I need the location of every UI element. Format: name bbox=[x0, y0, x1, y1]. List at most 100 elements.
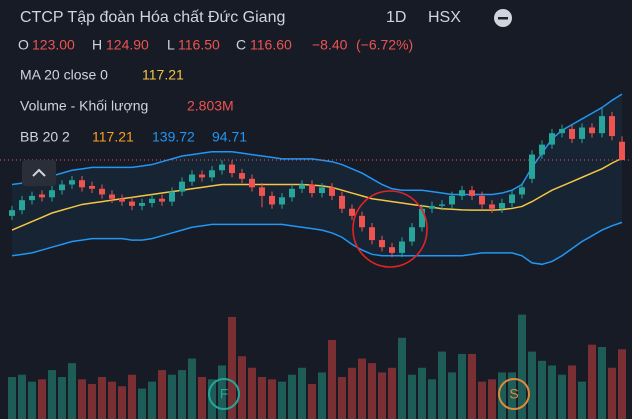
candle-body bbox=[249, 178, 255, 188]
volume-bar bbox=[558, 374, 566, 419]
legend-value: 124.90 bbox=[106, 37, 149, 53]
legend-label: C bbox=[236, 37, 246, 53]
candle-body bbox=[29, 195, 35, 201]
indicator-label: Volume - Khối lượng bbox=[20, 98, 148, 114]
collapse-button[interactable] bbox=[494, 9, 512, 27]
volume-bar bbox=[168, 374, 176, 419]
button-icon[interactable] bbox=[498, 17, 508, 20]
candle-body bbox=[489, 204, 495, 209]
volume-bar bbox=[218, 365, 226, 419]
event-marker: F bbox=[208, 378, 240, 410]
indicator-label: BB 20 2 bbox=[20, 129, 70, 145]
candle-body bbox=[139, 203, 145, 206]
candle-body bbox=[199, 174, 205, 178]
candle-body bbox=[39, 194, 45, 198]
volume-bar bbox=[198, 377, 206, 419]
scroll-button[interactable] bbox=[22, 160, 56, 186]
candle-body bbox=[349, 208, 355, 216]
candle-body bbox=[299, 184, 305, 189]
candle-body bbox=[429, 205, 435, 209]
button-icon[interactable] bbox=[32, 168, 46, 177]
marker-label: F bbox=[220, 386, 229, 402]
volume-bar bbox=[268, 379, 276, 419]
candle-body bbox=[209, 170, 215, 178]
volume-bar bbox=[8, 377, 16, 419]
volume-bar bbox=[18, 374, 26, 419]
volume-bar bbox=[428, 379, 436, 419]
volume-bar bbox=[338, 377, 346, 419]
volume-bar bbox=[228, 316, 236, 419]
legend-label: H bbox=[92, 37, 102, 53]
candle-body bbox=[469, 190, 475, 196]
candle-body bbox=[99, 188, 105, 195]
legend-label: O bbox=[18, 37, 29, 53]
candle-body bbox=[219, 164, 225, 171]
band-fill bbox=[12, 94, 622, 265]
candle-body bbox=[189, 174, 195, 182]
candle-body bbox=[169, 191, 175, 202]
marker-ring bbox=[208, 378, 240, 410]
candle-body bbox=[509, 194, 515, 204]
volume-bar bbox=[158, 370, 166, 419]
candle-body bbox=[269, 195, 275, 205]
candle-body bbox=[379, 240, 385, 248]
volume-bar bbox=[488, 379, 496, 419]
plot-area bbox=[0, 93, 632, 419]
marker-ring bbox=[498, 378, 530, 410]
volume-bar bbox=[188, 358, 196, 419]
candle-body bbox=[239, 173, 245, 179]
candle-body bbox=[419, 208, 425, 228]
candle-body bbox=[129, 201, 135, 206]
volume-bar bbox=[478, 381, 486, 419]
candle-body bbox=[179, 181, 185, 192]
candle-body bbox=[359, 215, 365, 228]
annotation-circle bbox=[352, 190, 428, 268]
indicator-value: 2.803M bbox=[187, 98, 234, 114]
volume-bar bbox=[418, 367, 426, 419]
candle-body bbox=[69, 180, 75, 185]
candle-body bbox=[309, 184, 315, 194]
candle-body bbox=[459, 190, 465, 196]
volume-bar bbox=[598, 346, 606, 419]
volume-bar bbox=[388, 367, 396, 419]
volume-bar bbox=[108, 381, 116, 419]
candle-body bbox=[409, 227, 415, 242]
candle-body bbox=[109, 194, 115, 199]
volume-bar bbox=[348, 367, 356, 419]
indicator-value: 117.21 bbox=[92, 129, 134, 145]
candle-body bbox=[619, 141, 625, 160]
candle-body bbox=[159, 198, 165, 202]
candle-body bbox=[499, 203, 505, 209]
volume-bar bbox=[378, 372, 386, 419]
button-box[interactable] bbox=[22, 160, 56, 186]
candle-body bbox=[559, 128, 565, 134]
candle-body bbox=[579, 127, 585, 139]
candle-body bbox=[329, 187, 335, 196]
indicator-value: 94.71 bbox=[212, 129, 247, 145]
interval: 1D bbox=[386, 9, 406, 26]
volume-bar bbox=[538, 360, 546, 419]
volume-bar bbox=[88, 383, 96, 419]
volume-bar bbox=[298, 367, 306, 419]
volume-bar bbox=[468, 353, 476, 419]
volume-bar bbox=[328, 340, 336, 419]
event-marker: S bbox=[498, 378, 530, 410]
candle-body bbox=[339, 195, 345, 209]
volume-bar bbox=[288, 374, 296, 419]
exchange: HSX bbox=[428, 9, 461, 26]
indicator-value: 117.21 bbox=[142, 67, 184, 83]
candle-body bbox=[519, 187, 525, 195]
candle-body bbox=[79, 180, 85, 188]
volume-bar bbox=[618, 349, 626, 419]
candle-body bbox=[479, 195, 485, 205]
volume-bar bbox=[68, 363, 76, 419]
indicator-label: MA 20 close 0 bbox=[20, 67, 108, 83]
volume-bar bbox=[118, 386, 126, 419]
volume-bar bbox=[138, 388, 146, 419]
volume-bar bbox=[498, 372, 506, 419]
volume-bar bbox=[248, 367, 256, 419]
volume-bar bbox=[508, 372, 516, 419]
candle-body bbox=[449, 195, 455, 205]
